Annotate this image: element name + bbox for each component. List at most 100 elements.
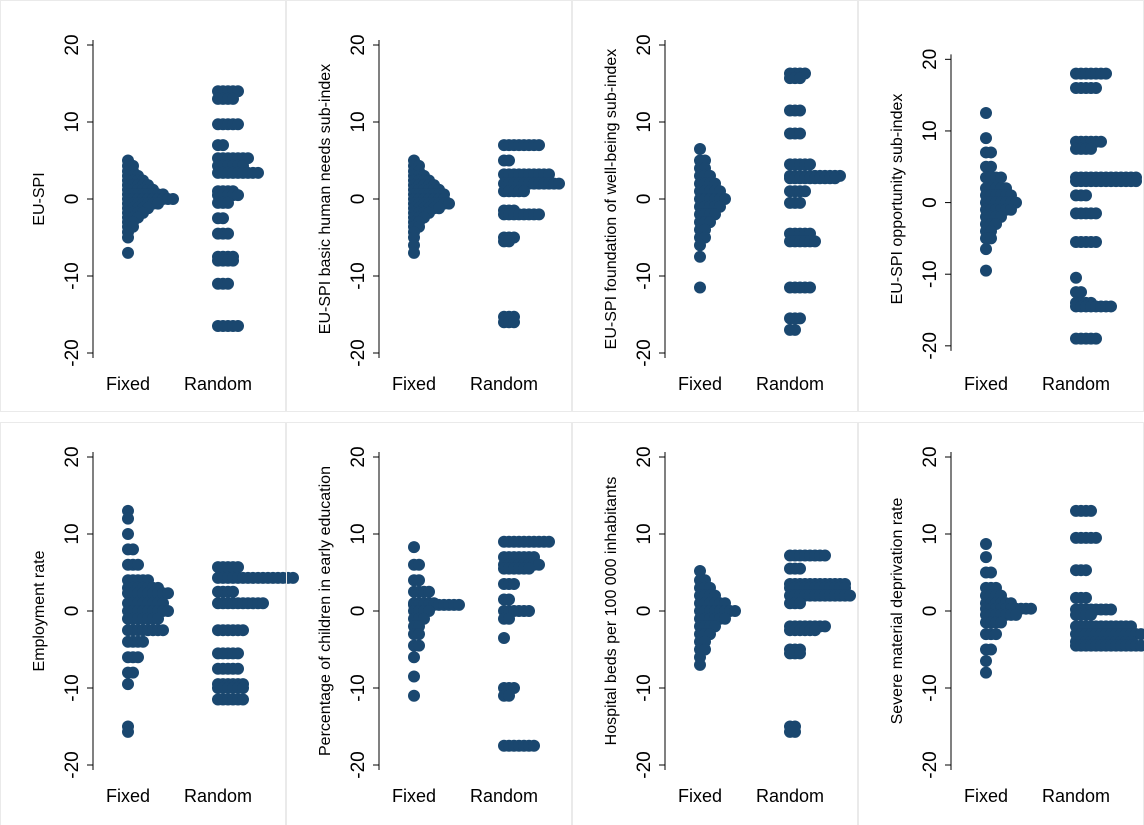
dot <box>1005 203 1017 216</box>
x-tick-label: Fixed <box>678 374 722 394</box>
dot <box>413 558 425 571</box>
dot <box>694 564 706 577</box>
dot <box>995 616 1007 629</box>
y-tick-label: 0 <box>920 606 941 617</box>
y-axis-label: EU-SPI basic human needs sub-index <box>317 64 334 334</box>
dot <box>503 154 515 167</box>
dot <box>1085 608 1097 621</box>
dot <box>408 246 420 259</box>
dot <box>819 549 831 562</box>
dot <box>1090 332 1102 345</box>
x-tick-label: Fixed <box>964 374 1008 394</box>
y-tick-label: 20 <box>920 446 941 467</box>
dot <box>844 589 856 602</box>
dot <box>794 562 806 575</box>
y-axis-label: Severe material deprivation rate <box>889 498 906 725</box>
x-tick-label: Fixed <box>106 374 150 394</box>
y-tick-label: 0 <box>62 606 83 617</box>
dot <box>694 142 706 155</box>
panel-frame <box>572 422 858 825</box>
dot <box>217 139 229 152</box>
plot: -20 -10 0 10 20 Percentage of children in ear… <box>317 446 555 806</box>
panel: -20 -10 0 10 20 EU-SPI foundation of well-bei… <box>572 0 858 412</box>
y-tick-label: 10 <box>348 111 369 132</box>
x-tick-label: Random <box>470 374 538 394</box>
dot <box>122 512 134 525</box>
dot <box>533 558 545 571</box>
dot <box>132 651 144 664</box>
dot <box>1080 564 1092 577</box>
dot <box>237 693 249 706</box>
y-tick-label: 20 <box>920 49 941 70</box>
y-tick-label: 20 <box>634 34 655 55</box>
dot <box>122 246 134 259</box>
dot <box>152 612 164 625</box>
x-tick-label: Fixed <box>678 786 722 806</box>
dot <box>408 541 420 554</box>
dot <box>423 585 435 598</box>
dot <box>985 232 997 245</box>
dot <box>694 281 706 294</box>
dot <box>132 558 144 571</box>
dot <box>985 146 997 159</box>
y-tick-label: 10 <box>920 120 941 141</box>
dot <box>167 193 179 205</box>
dot <box>980 264 992 277</box>
dot <box>1080 591 1092 604</box>
y-tick-label: 0 <box>62 194 83 205</box>
dot <box>157 624 169 637</box>
y-tick-label: 20 <box>348 34 369 55</box>
panel: -20 -10 0 10 20 Employment rate Fixed Random <box>0 422 299 825</box>
y-axis-label: Employment rate <box>31 550 48 671</box>
panel: -20 -10 0 10 20 Hospital beds per 100 000 inh… <box>572 422 858 825</box>
dot <box>794 312 806 325</box>
dot <box>503 235 515 248</box>
dot <box>533 139 545 152</box>
dot <box>443 197 455 210</box>
dot <box>1130 175 1142 188</box>
dot <box>222 227 234 240</box>
y-tick-label: -20 <box>62 339 83 366</box>
dot <box>1135 628 1144 641</box>
plot: -20 -10 0 10 20 EU-SPI foundation of well-bei… <box>603 34 846 394</box>
dot <box>1080 189 1092 202</box>
y-axis-label: EU-SPI foundation of well-being sub-inde… <box>603 49 620 350</box>
dot <box>152 197 164 210</box>
dot <box>985 643 997 656</box>
dot <box>237 682 249 694</box>
dot <box>729 605 741 617</box>
x-tick-label: Random <box>184 786 252 806</box>
y-tick-label: 20 <box>62 446 83 467</box>
dot <box>829 172 841 185</box>
dot <box>804 281 816 294</box>
dot <box>1105 300 1117 313</box>
dot <box>533 208 545 221</box>
dot <box>122 528 134 540</box>
dot <box>809 235 821 248</box>
dot <box>127 543 139 556</box>
plot: -20 -10 0 10 20 EU-SPI Fixed Random <box>31 34 264 394</box>
dot <box>799 185 811 198</box>
dot <box>257 597 269 610</box>
dot <box>985 566 997 579</box>
dot <box>543 535 555 548</box>
dot <box>453 598 465 611</box>
y-tick-label: -10 <box>348 674 369 701</box>
dot <box>980 538 992 551</box>
dot <box>1100 67 1112 80</box>
plot: -20 -10 0 10 20 Hospital beds per 100 000 inh… <box>603 446 856 806</box>
dot <box>408 651 420 664</box>
dot <box>1135 639 1144 652</box>
y-tick-label: 10 <box>920 523 941 544</box>
y-axis-label: Hospital beds per 100 000 inhabitants <box>603 477 620 746</box>
y-tick-label: -10 <box>634 674 655 701</box>
dot <box>222 277 234 290</box>
plot: -20 -10 0 10 20 EU-SPI basic human needs sub-… <box>317 34 565 394</box>
dot <box>794 104 806 117</box>
dot <box>232 118 244 131</box>
dot <box>408 689 420 702</box>
dot <box>232 662 244 675</box>
y-tick-label: -20 <box>920 751 941 778</box>
x-tick-label: Fixed <box>392 374 436 394</box>
